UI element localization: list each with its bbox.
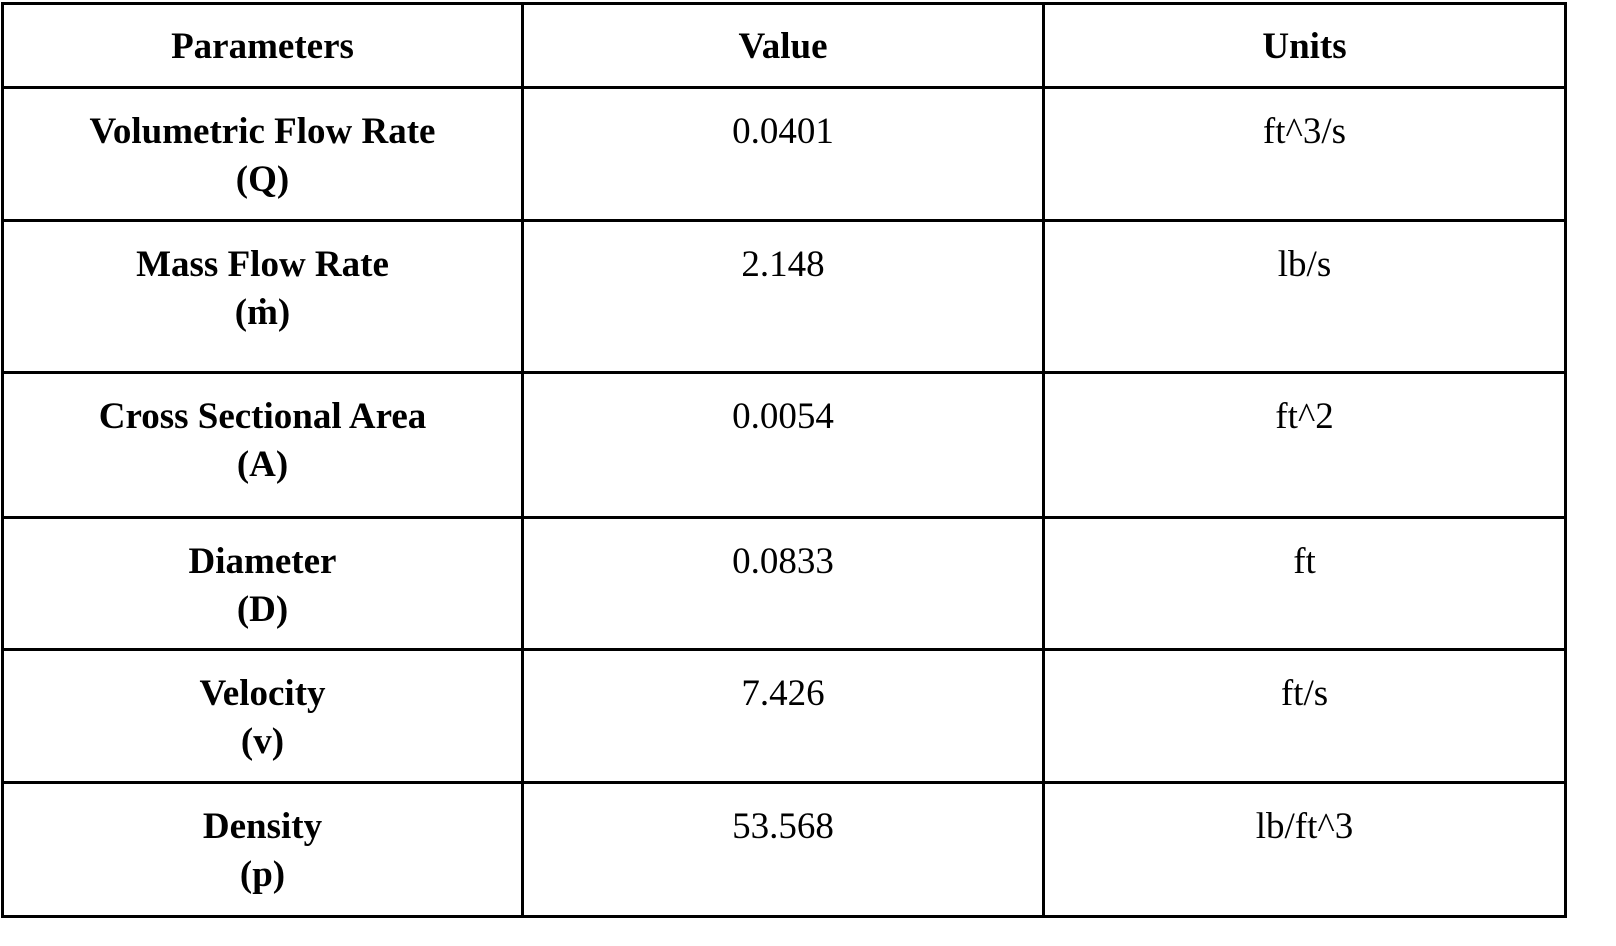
units-cell: ft [1042,516,1567,651]
parameter-name: Mass Flow Rate [136,244,389,285]
parameter-name: Density [202,806,323,847]
parameter-cell: Density (p) [1,781,524,918]
header-units: Units [1042,2,1567,89]
table-row: Mass Flow Rate (ṁ) 2.148 lb/s [1,219,1567,374]
table-row: Velocity (v) 7.426 ft/s [1,648,1567,784]
units-cell: ft^2 [1042,371,1567,519]
parameter-symbol: (ṁ) [234,292,291,333]
parameter-symbol: (A) [236,444,289,485]
units-cell: lb/ft^3 [1042,781,1567,918]
parameter-symbol: (p) [239,854,286,895]
value-cell: 7.426 [521,648,1045,784]
parameter-symbol: (D) [236,589,289,630]
parameter-name: Diameter [188,541,337,582]
value-cell: 2.148 [521,219,1045,374]
value-cell: 0.0054 [521,371,1045,519]
parameter-cell: Cross Sectional Area (A) [1,371,524,519]
units-cell: ft/s [1042,648,1567,784]
table-row: Volumetric Flow Rate (Q) 0.0401 ft^3/s [1,86,1567,222]
table-row: Density (p) 53.568 lb/ft^3 [1,781,1567,918]
value-cell: 0.0833 [521,516,1045,651]
units-cell: lb/s [1042,219,1567,374]
parameter-cell: Velocity (v) [1,648,524,784]
parameters-table: Parameters Value Units Volumetric Flow R… [1,2,1567,918]
parameter-cell: Mass Flow Rate (ṁ) [1,219,524,374]
header-parameters: Parameters [1,2,524,89]
value-cell: 53.568 [521,781,1045,918]
units-cell: ft^3/s [1042,86,1567,222]
parameter-cell: Volumetric Flow Rate (Q) [1,86,524,222]
parameter-cell: Diameter (D) [1,516,524,651]
parameter-name: Volumetric Flow Rate [89,111,436,152]
parameter-name: Velocity [199,673,326,714]
parameter-symbol: (v) [240,721,285,762]
parameter-name: Cross Sectional Area [98,396,427,437]
table-row: Diameter (D) 0.0833 ft [1,516,1567,651]
table-row: Cross Sectional Area (A) 0.0054 ft^2 [1,371,1567,519]
header-value: Value [521,2,1045,89]
header-row: Parameters Value Units [1,2,1567,89]
value-cell: 0.0401 [521,86,1045,222]
parameter-symbol: (Q) [235,159,290,200]
